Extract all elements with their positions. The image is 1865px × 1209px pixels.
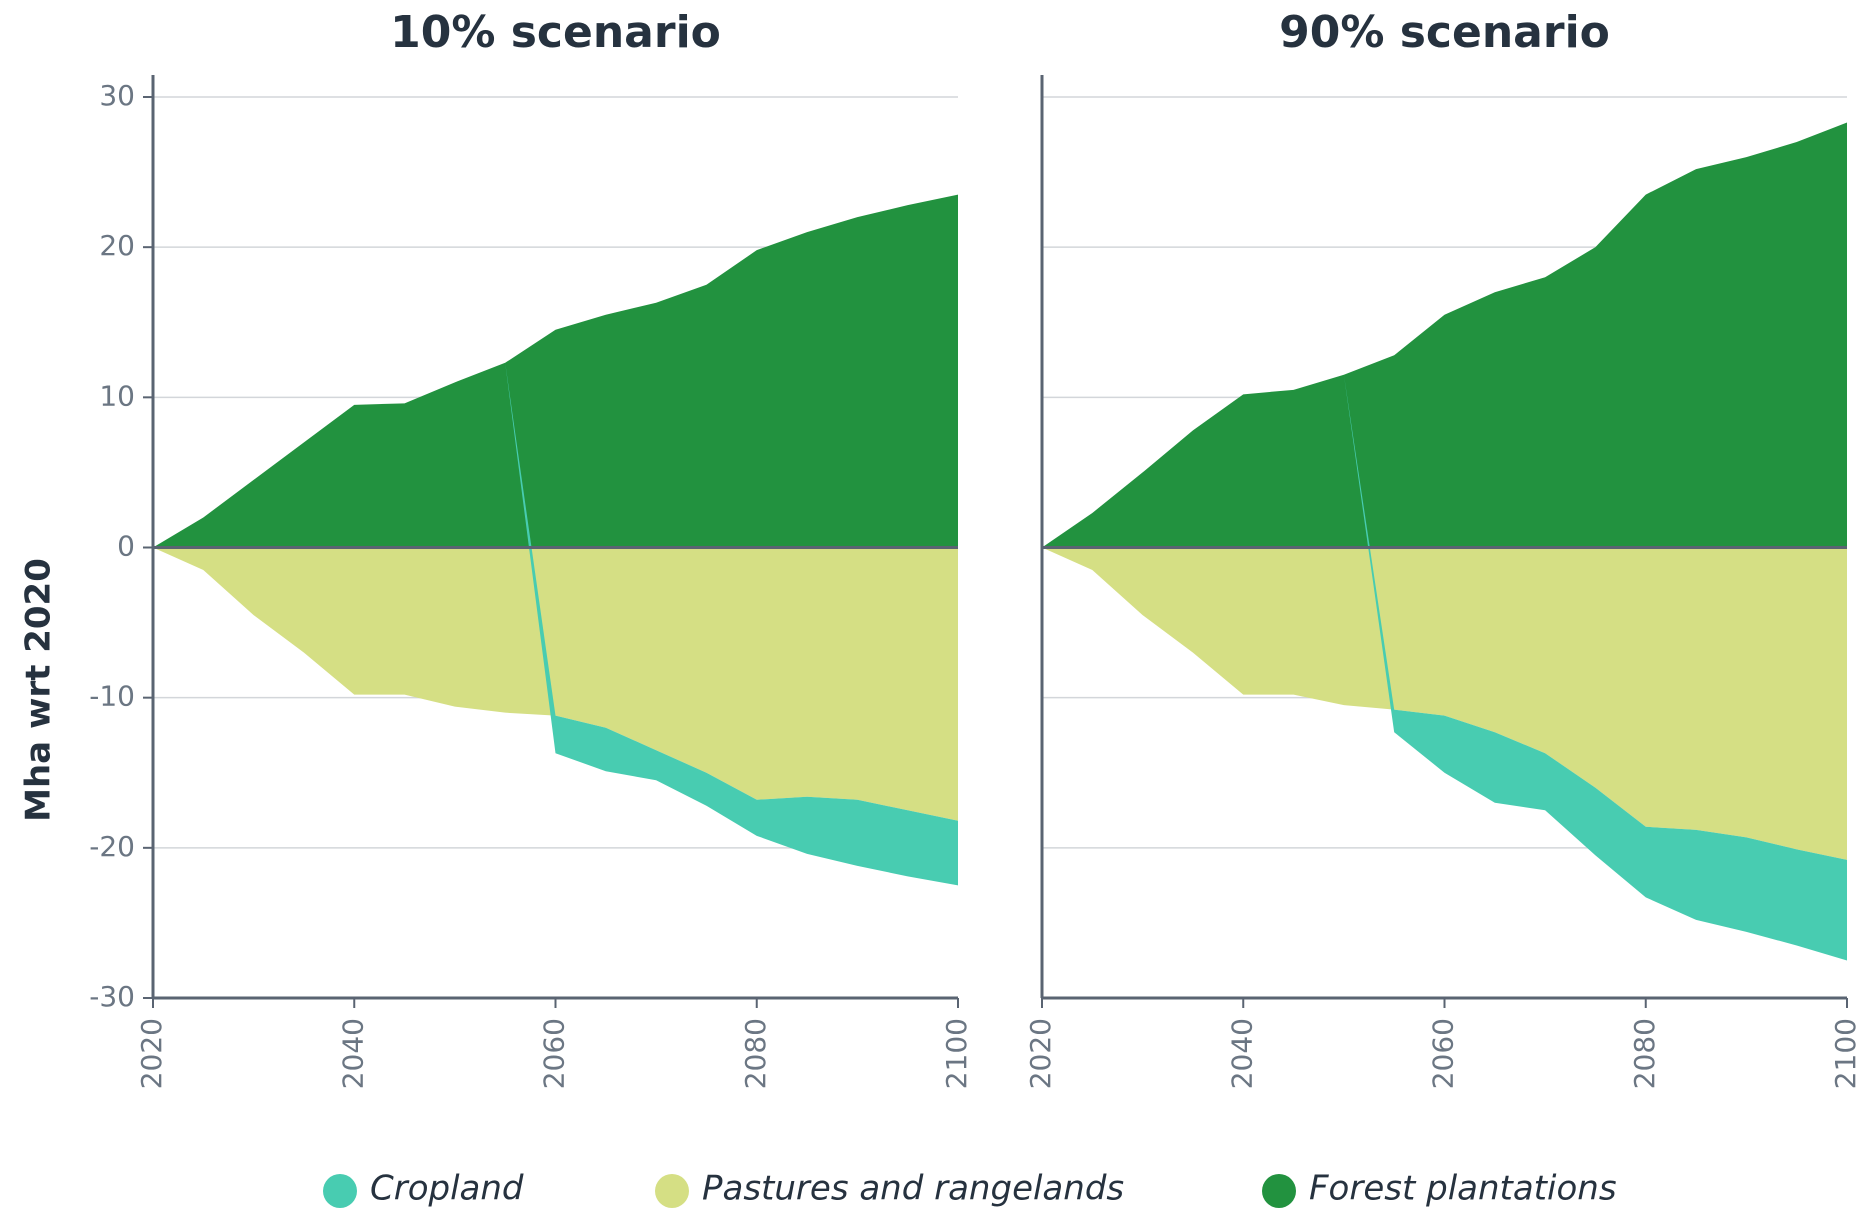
- y-tick-label: -10: [89, 680, 135, 713]
- x-tick-label: 2060: [538, 1018, 571, 1089]
- legend-label: Pastures and rangelands: [702, 1169, 1124, 1209]
- y-tick-label: 10: [99, 379, 135, 412]
- legend-marker: [323, 1174, 357, 1208]
- x-tick-label: 2080: [739, 1018, 772, 1089]
- x-tick-label: 2100: [1829, 1018, 1862, 1089]
- area: [153, 194, 958, 548]
- x-tick-label: 2040: [336, 1018, 369, 1089]
- area: [153, 547, 958, 821]
- chart-title: 10% scenario: [390, 7, 721, 58]
- area: [1042, 122, 1847, 548]
- legend-label: Cropland: [370, 1169, 524, 1209]
- area: [153, 362, 958, 886]
- x-tick-label: 2100: [940, 1018, 973, 1089]
- y-tick-label: 20: [99, 229, 135, 262]
- y-tick-label: 0: [117, 530, 135, 563]
- x-tick-label: 2060: [1427, 1018, 1460, 1089]
- y-tick-label: 30: [99, 79, 135, 112]
- y-tick-label: -20: [89, 830, 135, 863]
- y-axis-label: Mha wrt 2020: [19, 558, 59, 822]
- area: [1042, 374, 1847, 961]
- x-tick-label: 2020: [135, 1018, 168, 1089]
- x-tick-label: 2080: [1628, 1018, 1661, 1089]
- x-tick-label: 2020: [1024, 1018, 1057, 1089]
- chart-title: 90% scenario: [1279, 7, 1610, 58]
- legend-marker: [655, 1174, 689, 1208]
- area: [1042, 547, 1847, 860]
- legend-marker: [1262, 1174, 1296, 1208]
- x-tick-label: 2040: [1225, 1018, 1258, 1089]
- y-tick-label: -30: [89, 980, 135, 1013]
- legend-label: Forest plantations: [1309, 1169, 1617, 1209]
